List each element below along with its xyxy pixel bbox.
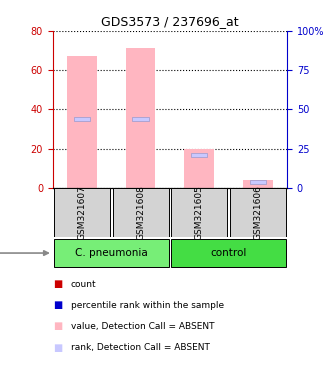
Text: count: count: [71, 280, 97, 289]
FancyBboxPatch shape: [171, 239, 286, 267]
Text: control: control: [210, 248, 247, 258]
Text: rank, Detection Call = ABSENT: rank, Detection Call = ABSENT: [71, 343, 210, 352]
Bar: [67, 56, 97, 188]
Text: GSM321607: GSM321607: [78, 185, 86, 240]
Bar: [74, 117, 90, 121]
Bar: [184, 149, 214, 188]
FancyBboxPatch shape: [113, 188, 169, 237]
FancyBboxPatch shape: [54, 239, 169, 267]
Text: ■: ■: [53, 279, 62, 289]
Text: percentile rank within the sample: percentile rank within the sample: [71, 301, 224, 310]
Text: ■: ■: [53, 321, 62, 331]
Text: ■: ■: [53, 343, 62, 353]
Bar: [243, 180, 273, 188]
Bar: [126, 48, 155, 188]
Text: value, Detection Call = ABSENT: value, Detection Call = ABSENT: [71, 322, 214, 331]
Title: GDS3573 / 237696_at: GDS3573 / 237696_at: [101, 15, 239, 28]
Bar: [132, 117, 149, 121]
Text: C. pneumonia: C. pneumonia: [75, 248, 148, 258]
Text: infection: infection: [0, 248, 48, 258]
Text: GSM321608: GSM321608: [136, 185, 145, 240]
FancyBboxPatch shape: [54, 188, 110, 237]
Bar: [249, 180, 266, 184]
Text: GSM321605: GSM321605: [195, 185, 204, 240]
Bar: [191, 154, 208, 157]
FancyBboxPatch shape: [171, 188, 227, 237]
Text: ■: ■: [53, 300, 62, 310]
FancyBboxPatch shape: [230, 188, 286, 237]
Text: GSM321606: GSM321606: [253, 185, 262, 240]
